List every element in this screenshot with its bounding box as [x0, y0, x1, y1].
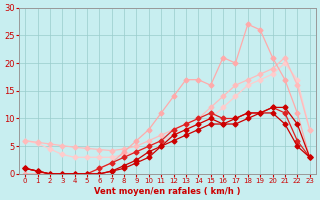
X-axis label: Vent moyen/en rafales ( km/h ): Vent moyen/en rafales ( km/h ) [94, 187, 241, 196]
